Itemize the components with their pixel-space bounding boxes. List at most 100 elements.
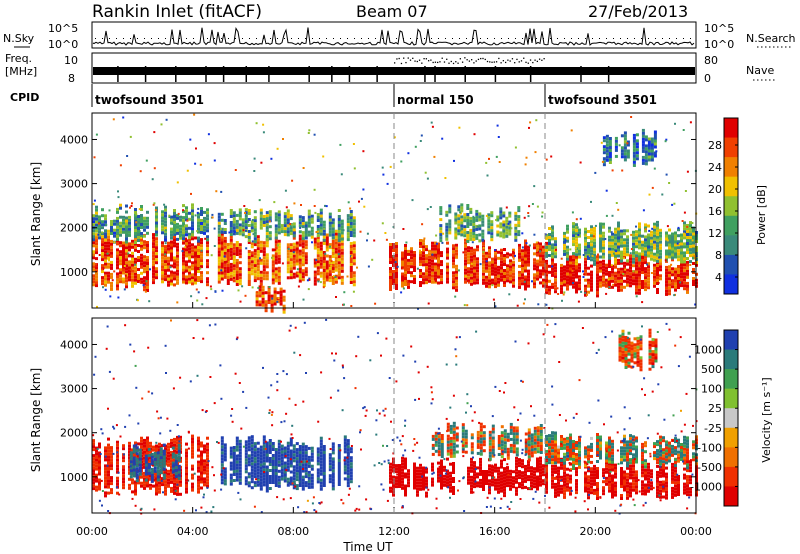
heat-cell xyxy=(674,288,677,292)
heat-cell xyxy=(107,461,110,465)
heat-cell xyxy=(188,235,191,239)
heat-speckle xyxy=(584,291,587,294)
heat-cell xyxy=(167,451,170,455)
heat-cell xyxy=(460,209,464,213)
heat-cell xyxy=(542,263,545,267)
heat-cell xyxy=(337,224,341,227)
heat-cell xyxy=(274,227,278,231)
heat-cell xyxy=(177,476,181,480)
heat-cell xyxy=(170,227,173,231)
heat-speckle xyxy=(276,300,279,303)
heat-cell xyxy=(191,218,194,222)
heat-cell xyxy=(644,150,648,154)
heat-cell xyxy=(206,460,209,464)
heat-cell xyxy=(650,236,653,240)
heat-cell xyxy=(161,222,164,226)
heat-cell xyxy=(191,455,194,459)
heat-cell xyxy=(170,453,173,457)
cpid-segment-label: twofsound 3501 xyxy=(548,93,657,107)
heat-cell xyxy=(217,268,221,272)
heat-cell xyxy=(104,214,107,218)
nave-dot xyxy=(446,58,448,60)
heat-cell xyxy=(259,484,263,488)
heat-cell xyxy=(253,225,257,229)
heat-cell xyxy=(638,231,641,235)
heat-cell xyxy=(686,266,689,270)
heat-cell xyxy=(128,248,131,252)
heat-cell xyxy=(177,473,181,477)
heat-cell xyxy=(191,203,194,207)
heat-cell xyxy=(437,263,440,267)
heat-cell xyxy=(614,277,617,281)
heat-cell xyxy=(289,437,293,441)
heat-cell xyxy=(325,278,329,282)
heat-cell xyxy=(256,480,260,484)
heat-cell xyxy=(116,470,119,474)
heat-cell xyxy=(286,462,290,466)
heat-cell xyxy=(464,280,467,284)
heat-cell xyxy=(116,272,119,276)
heat-cell xyxy=(503,275,506,278)
heat-cell xyxy=(313,240,317,244)
heat-cell xyxy=(575,290,578,294)
heat-cell xyxy=(223,251,227,255)
heat-cell xyxy=(155,486,158,490)
heat-cell xyxy=(140,235,143,238)
heat-cell xyxy=(554,275,557,279)
heat-cell xyxy=(328,227,332,231)
heat-cell xyxy=(226,282,230,285)
heat-cell xyxy=(167,250,170,254)
heat-cell xyxy=(521,252,524,256)
heat-cell xyxy=(301,222,305,226)
heat-cell xyxy=(319,451,323,455)
heat-cell xyxy=(437,251,440,255)
heat-cell xyxy=(590,240,593,244)
nsearch-dot xyxy=(389,38,390,39)
heat-cell xyxy=(506,252,509,256)
heat-speckle xyxy=(356,266,358,269)
heat-cell xyxy=(155,270,158,274)
heat-cell xyxy=(632,264,635,268)
heat-cell xyxy=(147,469,151,472)
heat-cell xyxy=(659,255,662,259)
heat-cell xyxy=(107,244,110,248)
nave-dot xyxy=(486,60,489,63)
heat-cell xyxy=(247,271,251,274)
heat-cell xyxy=(277,460,281,464)
heat-cell xyxy=(170,273,173,277)
heat-speckle xyxy=(144,290,147,293)
heat-cell xyxy=(292,263,296,267)
nave-dot xyxy=(412,57,414,59)
heat-cell xyxy=(467,255,470,259)
heat-cell xyxy=(229,221,233,224)
heat-speckle xyxy=(414,145,417,148)
heat-cell xyxy=(304,273,308,277)
heat-cell xyxy=(485,266,488,270)
heat-cell xyxy=(223,458,227,462)
heat-cell xyxy=(494,282,497,286)
heat-cell xyxy=(572,258,575,262)
heat-cell xyxy=(668,277,671,281)
heat-cell xyxy=(162,461,166,465)
heat-cell xyxy=(605,149,609,153)
heat-cell xyxy=(316,269,320,273)
heat-cell xyxy=(247,283,251,286)
heat-cell xyxy=(206,280,209,284)
heat-cell xyxy=(197,221,200,225)
heat-cell xyxy=(466,204,470,207)
heat-cell xyxy=(668,286,671,290)
heat-cell xyxy=(683,272,686,276)
heat-cell xyxy=(156,472,160,476)
heat-cell xyxy=(491,272,494,276)
nave-dot xyxy=(473,62,475,64)
heat-cell xyxy=(116,231,119,235)
heat-cell xyxy=(274,267,278,271)
heat-cell xyxy=(524,239,527,243)
heat-cell xyxy=(671,244,674,248)
heat-cell xyxy=(322,269,326,272)
heat-speckle xyxy=(325,205,328,208)
heat-cell xyxy=(110,226,113,229)
heat-cell xyxy=(656,259,659,263)
heat-cell xyxy=(194,275,197,279)
heat-cell xyxy=(448,222,452,226)
